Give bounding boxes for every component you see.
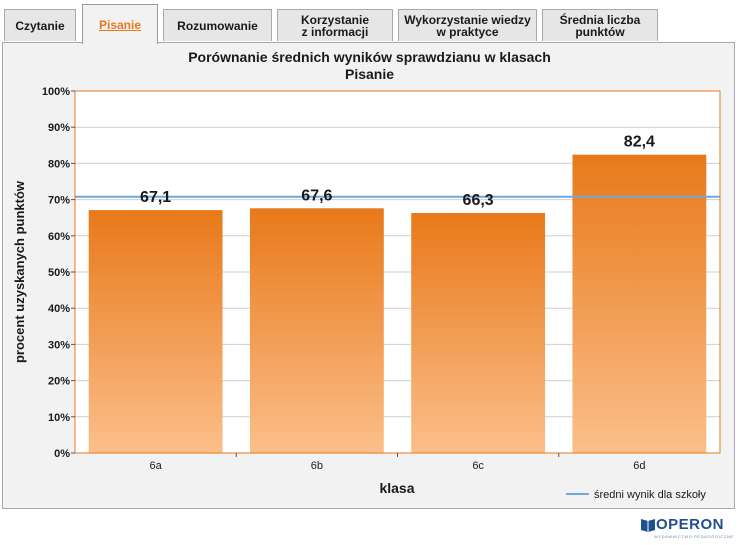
value-label: 67,6 [301,187,332,204]
x-axis-label: klasa [379,480,414,496]
chart-subtitle: Pisanie [344,66,395,82]
y-tick-label: 70% [48,195,70,207]
y-tick-label: 30% [48,339,70,351]
y-tick-label: 80% [48,158,70,170]
logo-text: OPERON [656,516,725,533]
tab-korzystanie-z-informacji[interactable]: Korzystanie z informacji [277,9,393,41]
book-icon [641,519,655,532]
tab-label: Pisanie [98,17,142,32]
tab-label: Korzystanie z informacji [300,12,370,39]
tab-czytanie[interactable]: Czytanie [4,9,76,41]
y-tick-label: 0% [54,448,70,460]
bar-6c [411,212,546,453]
y-tick-label: 60% [48,231,70,243]
value-label: 66,3 [463,192,494,209]
x-tick-label: 6c [472,460,484,472]
y-tick-label: 20% [48,376,70,388]
y-tick-label: 50% [48,267,70,279]
legend-label: średni wynik dla szkoły [594,489,706,501]
tab-label: Czytanie [15,18,65,33]
value-label: 67,1 [140,189,171,206]
x-tick-label: 6a [150,460,163,472]
tab-srednia-liczba-punktow[interactable]: Średnia liczba punktów [542,9,658,41]
y-tick-label: 40% [48,303,70,315]
bar-6b [249,208,384,453]
tab-rozumowanie[interactable]: Rozumowanie [163,9,272,41]
y-tick-label: 10% [48,412,70,424]
bar-6d [572,154,707,453]
chart-title: Porównanie średnich wyników sprawdzianu … [188,49,551,65]
logo-subtitle: WYDAWNICTWO PEDAGOGICZNE [654,534,734,539]
y-tick-label: 90% [48,122,70,134]
y-axis-label: procent uzyskanych punktów [12,180,27,363]
tab-bar: Czytanie Pisanie Rozumowanie Korzystanie… [0,0,739,44]
tab-label: Wykorzystanie wiedzy w praktyce [404,12,531,39]
tab-label: Rozumowanie [177,18,258,33]
bar-6a [88,210,223,453]
y-tick-label: 100% [42,86,70,98]
value-label: 82,4 [624,134,655,151]
x-tick-label: 6b [311,460,323,472]
operon-logo: OPERON WYDAWNICTWO PEDAGOGICZNE [640,516,735,542]
tab-label: Średnia liczba punktów [559,12,641,39]
tab-pisanie[interactable]: Pisanie [82,4,158,44]
tab-wykorzystanie-wiedzy[interactable]: Wykorzystanie wiedzy w praktyce [398,9,537,41]
x-tick-label: 6d [633,460,645,472]
